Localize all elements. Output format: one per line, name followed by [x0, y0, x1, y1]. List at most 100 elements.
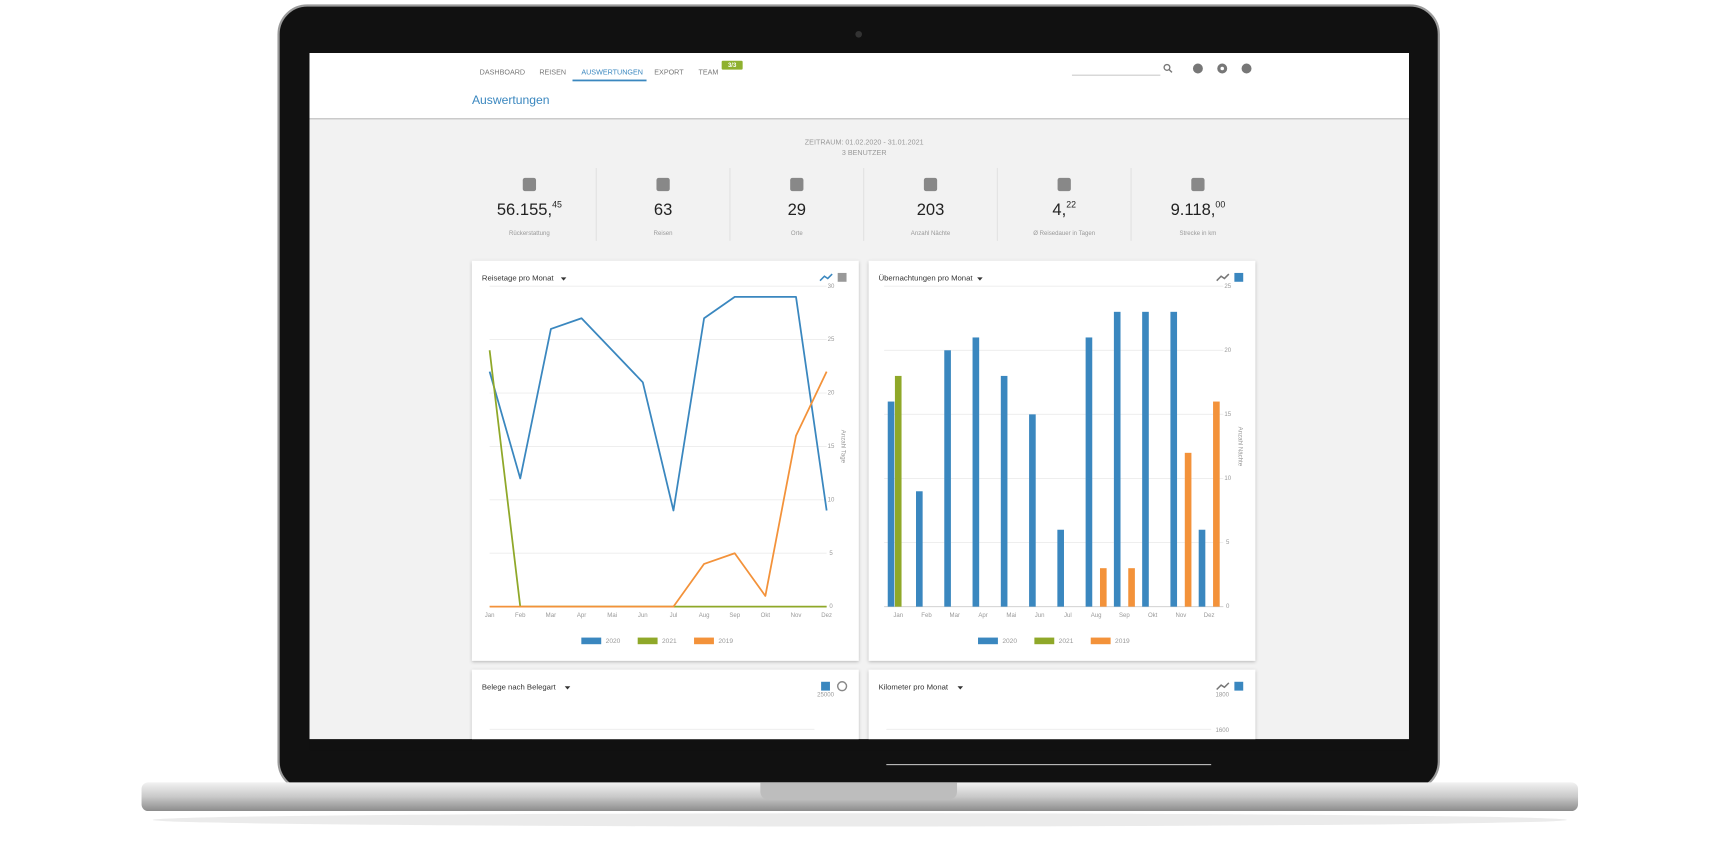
nav-item[interactable]: TEAM	[698, 68, 718, 76]
legend-label[interactable]: 2019	[718, 638, 733, 645]
x-tick-label: Jun	[1035, 613, 1045, 619]
y-tick-label: 15	[828, 444, 835, 450]
kpi-label: Reisen	[654, 231, 673, 237]
legend-label[interactable]: 2019	[1115, 638, 1130, 645]
nav-item[interactable]: REISEN	[539, 68, 566, 76]
legend-swatch[interactable]	[637, 637, 658, 645]
bar	[1142, 311, 1149, 607]
legend-label[interactable]: 2021	[662, 638, 677, 645]
y-tick-label: 15	[1224, 412, 1231, 418]
legend-swatch[interactable]	[1034, 637, 1055, 645]
chart-title[interactable]: Reisetage pro Monat	[482, 274, 555, 283]
chart-title[interactable]: Kilometer pro Monat	[879, 682, 949, 691]
y-axis-label: Anzahl Nächte	[1236, 427, 1242, 467]
users: 3 BENUTZER	[842, 149, 887, 157]
team-badge	[721, 60, 743, 70]
pie-view-toggle[interactable]	[836, 681, 848, 692]
nav-item[interactable]: EXPORT	[654, 68, 684, 76]
line-view-toggle[interactable]	[1216, 682, 1230, 691]
kpi-value: 29	[788, 200, 806, 219]
dropdown-arrow	[560, 277, 567, 281]
bar-view-toggle[interactable]	[821, 681, 830, 691]
bar	[972, 337, 980, 607]
period: ZEITRAUM: 01.02.2020 - 31.01.2021	[805, 138, 924, 146]
y-tick-label: 1800	[1215, 693, 1229, 699]
kpi-icon	[1191, 177, 1205, 192]
kpi-icon	[522, 177, 537, 192]
y-axis-label: Anzahl Tage	[840, 430, 846, 464]
x-tick-label: Jan	[485, 613, 495, 619]
x-tick-label: Feb	[921, 613, 932, 619]
screen-bottom-bezel	[309, 739, 1409, 751]
nav-item[interactable]: AUSWERTUNGEN	[581, 68, 643, 76]
bar	[1085, 337, 1093, 607]
bar-view-toggle[interactable]	[1234, 681, 1244, 691]
kpi-value: 203	[917, 200, 945, 219]
team-badge-text: 3/3	[728, 63, 737, 69]
x-tick-label: Dez	[1204, 613, 1215, 619]
line-view-toggle[interactable]	[819, 273, 833, 282]
help-icon[interactable]	[1192, 63, 1203, 74]
kpi-icon	[656, 177, 670, 192]
kpi-number: 29	[788, 200, 806, 219]
bar	[1029, 414, 1036, 607]
kpi-number: 63	[654, 200, 672, 219]
x-tick-label: Dez	[821, 613, 832, 619]
dropdown-arrow	[977, 277, 983, 281]
y-tick-label: 25000	[817, 693, 834, 699]
legend-swatch[interactable]	[1090, 637, 1111, 645]
legend-swatch[interactable]	[581, 637, 602, 645]
bar	[1128, 568, 1135, 607]
camera	[855, 30, 862, 38]
account-icon[interactable]	[1241, 63, 1252, 74]
x-tick-label: Aug	[1091, 613, 1102, 619]
y-tick-label: 5	[1226, 540, 1230, 546]
bar	[1184, 452, 1192, 607]
y-tick-label: 10	[828, 497, 835, 503]
search-icon[interactable]	[1163, 63, 1171, 71]
kpi-label: Anzahl Nächte	[911, 231, 951, 237]
x-tick-label: Apr	[577, 613, 586, 619]
y-tick-label: 5	[829, 551, 833, 557]
legend-label[interactable]: 2021	[1059, 638, 1074, 645]
kpi-decimals: 00	[1215, 200, 1225, 210]
x-tick-label: Jun	[638, 613, 648, 619]
bar-view-toggle[interactable]	[1234, 272, 1244, 282]
kpi-decimals: 45	[552, 200, 562, 210]
legend-label[interactable]: 2020	[1002, 638, 1017, 645]
x-tick-label: Okt	[1148, 613, 1158, 619]
bar	[1113, 311, 1121, 607]
bar	[944, 350, 951, 607]
bar-view-toggle[interactable]	[837, 272, 847, 282]
chart-card	[868, 669, 1256, 747]
kpi-label: Rückerstattung	[509, 231, 550, 237]
kpi-label: Orte	[791, 231, 803, 237]
legend-swatch[interactable]	[978, 637, 998, 645]
bar	[1213, 401, 1220, 607]
line-view-toggle[interactable]	[1216, 273, 1230, 282]
y-tick-label: 1600	[1215, 728, 1229, 734]
settings-icon-hole	[1220, 66, 1224, 71]
chart-title[interactable]: Belege nach Belegart	[482, 682, 557, 691]
x-tick-label: Jul	[670, 613, 678, 619]
data-line	[489, 371, 828, 608]
kpi-value: 4,22	[1052, 200, 1076, 220]
y-tick-label: 20	[1224, 348, 1231, 354]
kpi-number: 56.155,	[497, 200, 552, 219]
kpi-number: 9.118,	[1171, 200, 1216, 219]
y-tick-label: 25	[828, 337, 835, 343]
chart-title[interactable]: Übernachtungen pro Monat	[879, 274, 974, 283]
bar	[887, 401, 895, 607]
legend-swatch[interactable]	[694, 637, 714, 645]
kpi-icon	[790, 177, 804, 192]
kpi-icon	[1057, 177, 1071, 192]
search-icon-handle	[1168, 69, 1173, 73]
kpi-value: 56.155,45	[497, 200, 562, 220]
kpi-value: 63	[654, 200, 672, 219]
laptop-notch	[760, 782, 958, 801]
legend-label[interactable]: 2020	[606, 638, 621, 645]
kpi-icon	[923, 177, 938, 192]
kpi-decimals: 22	[1066, 200, 1076, 210]
nav-item[interactable]: DASHBOARD	[480, 68, 525, 76]
